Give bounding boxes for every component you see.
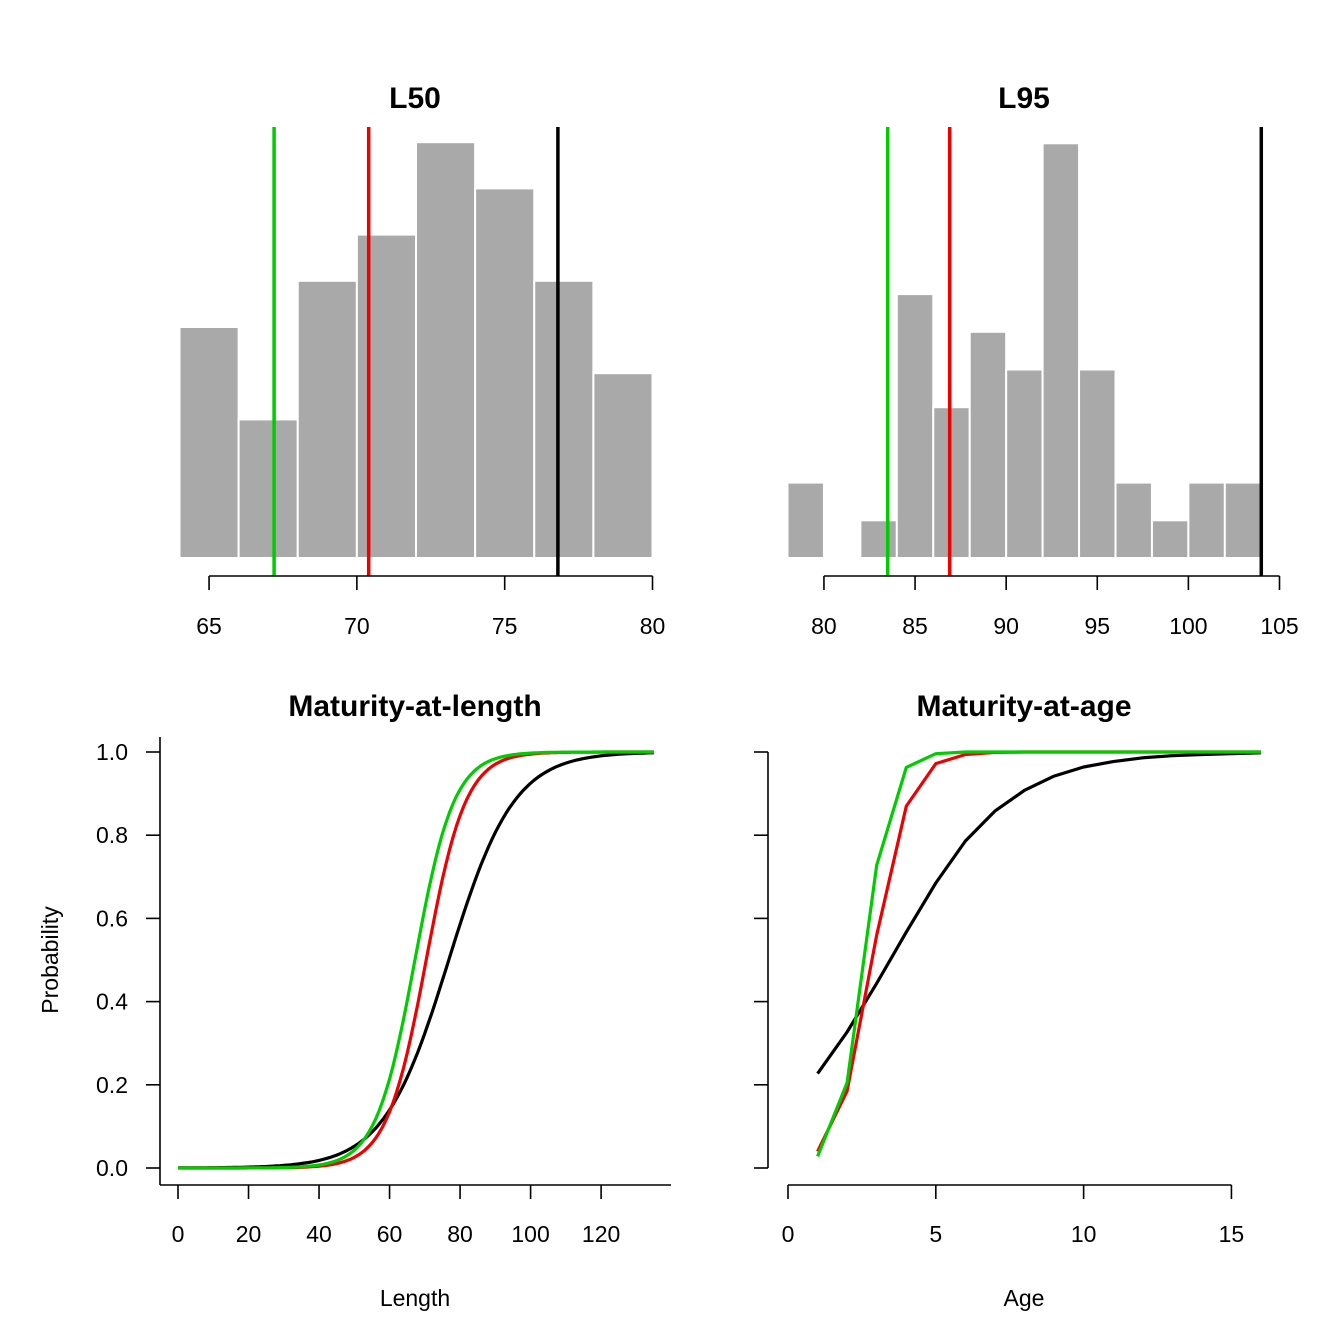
histogram-bar [932, 406, 971, 560]
x-tick-label: 100 [1169, 613, 1207, 639]
x-tick-label: 10 [1071, 1221, 1097, 1247]
y-tick-label: 1.0 [96, 739, 128, 765]
histogram-bars [786, 142, 1263, 560]
panel-title: L95 [998, 82, 1050, 115]
x-tick-label: 80 [640, 613, 666, 639]
histogram-bar [178, 326, 240, 559]
histogram-bar [968, 330, 1008, 559]
panel-title: Maturity-at-length [288, 690, 541, 723]
x-tick-label: 5 [929, 1221, 942, 1247]
y-tick-label: 0.2 [96, 1072, 128, 1098]
maturity-curve [816, 751, 1262, 1075]
panel-title: L50 [389, 82, 441, 115]
x-axis: 65 70 75 80 [196, 575, 666, 639]
histogram-bar [1187, 481, 1226, 560]
panel-maturity-length: Maturity-at-length 0 20 40 60 80 100 120 0.00.… [37, 690, 671, 1311]
histogram-bar [1223, 481, 1263, 560]
x-axis-label: Length [380, 1285, 450, 1311]
x-axis: 0 5 10 15 [782, 1184, 1245, 1247]
x-tick-label: 120 [582, 1221, 620, 1247]
histogram-bar [859, 519, 898, 559]
y-tick-label: 0.4 [96, 989, 128, 1015]
x-tick-label: 80 [447, 1221, 473, 1247]
y-axis: 0.0 0.2 0.4 0.6 0.8 1.0 [96, 737, 161, 1185]
y-axis-label: Probability [37, 906, 63, 1014]
histogram-bar [895, 293, 935, 559]
y-tick-label: 0.0 [96, 1155, 128, 1181]
x-axis: 80 85 90 95 100 105 [811, 575, 1299, 639]
histogram-bar [237, 418, 299, 559]
maturity-curves [178, 750, 654, 1170]
x-tick-label: 20 [236, 1221, 262, 1247]
histogram-bar [533, 279, 595, 559]
panel-hist-l50: L50 65 70 75 80 [178, 82, 666, 639]
maturity-curve [178, 750, 654, 1170]
x-tick-label: 85 [902, 613, 928, 639]
x-axis-label: Age [1004, 1285, 1045, 1311]
histogram-bar [1150, 519, 1190, 559]
y-tick-label: 0.6 [96, 905, 128, 931]
x-tick-label: 65 [196, 613, 222, 639]
x-tick-label: 15 [1219, 1221, 1245, 1247]
x-tick-label: 80 [811, 613, 837, 639]
histogram-bar [1041, 142, 1081, 560]
histogram-bar [592, 372, 654, 560]
y-axis [754, 751, 769, 1169]
maturity-curve [816, 750, 1261, 1153]
histogram-bar [1114, 481, 1153, 560]
histogram-bar [474, 187, 536, 559]
x-tick-label: 105 [1260, 613, 1298, 639]
reference-lines [272, 127, 560, 576]
x-tick-label: 60 [377, 1221, 403, 1247]
panel-title: Maturity-at-age [916, 690, 1131, 723]
maturity-curves [816, 750, 1262, 1157]
x-tick-label: 95 [1084, 613, 1110, 639]
x-tick-label: 0 [782, 1221, 795, 1247]
x-tick-label: 75 [492, 613, 518, 639]
panel-hist-l95: L95 80 85 90 95 100 105 [786, 82, 1299, 639]
histogram-bar [1005, 368, 1044, 559]
histogram-bar [296, 279, 358, 559]
histogram-bar [355, 233, 417, 559]
x-axis: 0 20 40 60 80 100 120 [160, 1184, 671, 1247]
x-tick-label: 0 [172, 1221, 185, 1247]
maturity-curve [816, 750, 1261, 1157]
x-tick-label: 90 [993, 613, 1019, 639]
histogram-bar [1078, 368, 1117, 559]
y-tick-label: 0.8 [96, 822, 128, 848]
x-tick-label: 40 [306, 1221, 332, 1247]
x-tick-label: 70 [344, 613, 370, 639]
panel-maturity-age: Maturity-at-age 0 5 10 15 Age [754, 690, 1262, 1311]
histogram-bar [415, 141, 477, 559]
histogram-bars [178, 141, 654, 560]
histogram-bar [786, 481, 825, 560]
reference-lines [885, 127, 1264, 576]
x-tick-label: 100 [511, 1221, 549, 1247]
